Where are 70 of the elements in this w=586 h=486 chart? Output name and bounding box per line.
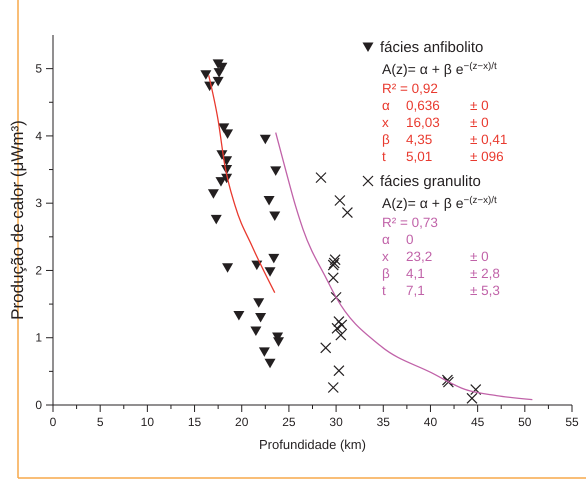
x-tick-label: 40 [424, 415, 438, 429]
x-tick-label: 5 [96, 415, 104, 429]
text: x 23,2 ± 0 [382, 249, 489, 264]
point [269, 211, 280, 221]
text: t 7,1 ± 5,3 [382, 283, 500, 298]
legend-label: fácies anfibolito [380, 39, 484, 56]
y-tick-label: 3 [35, 196, 42, 210]
point [208, 189, 219, 199]
point [334, 194, 346, 206]
point [273, 337, 284, 347]
y-tick-label: 2 [35, 263, 42, 278]
legend-label: fácies granulito [380, 173, 481, 190]
x-tick-label: 45 [470, 415, 485, 429]
text: α 0,636 ± 0 [382, 98, 489, 113]
x-tick-label: 50 [518, 415, 532, 429]
text: β 4,35 ± 0,41 [382, 132, 508, 147]
x-tick-label: 35 [376, 415, 390, 429]
y-tick-label: 1 [35, 330, 42, 345]
y-tick-label: 4 [35, 128, 42, 143]
x-tick-label: 25 [282, 415, 296, 429]
point [331, 322, 343, 334]
point [233, 311, 244, 321]
point [336, 319, 348, 331]
y-tick-label: 0 [35, 398, 42, 412]
point [258, 347, 270, 357]
point [328, 382, 339, 394]
point [333, 365, 345, 376]
point [212, 76, 224, 86]
point [268, 254, 280, 264]
x-tick-label: 0 [50, 415, 57, 429]
x-tick-label: 20 [235, 415, 249, 429]
point [222, 263, 234, 273]
point [260, 134, 271, 144]
point [320, 342, 332, 354]
point [335, 329, 346, 341]
point [342, 207, 354, 218]
point [222, 129, 234, 139]
point [200, 70, 212, 80]
point [264, 358, 276, 368]
point [315, 172, 327, 184]
text: β 4,1 ± 2,8 [382, 266, 500, 281]
point [255, 313, 266, 323]
point [250, 326, 262, 336]
annotation: R² = 0,92 [382, 81, 438, 96]
point [330, 254, 341, 266]
point [466, 392, 478, 404]
point [328, 272, 339, 284]
point [264, 267, 276, 277]
point [210, 214, 222, 224]
x-axis-title: Profundidade (km) [259, 437, 366, 452]
x-tick-label: 55 [565, 415, 579, 429]
x-tick-label: 15 [188, 415, 202, 429]
line-series [275, 132, 534, 400]
y-tick-label: 5 [35, 62, 42, 76]
point [470, 384, 482, 396]
y-axis-title: Produção de calor (μWm³) [8, 120, 27, 320]
point [270, 166, 282, 176]
annotation: A(z)= α + β e$^{−(z−x)/t}$ [382, 194, 497, 211]
point [214, 68, 225, 78]
x-tick-label: 10 [140, 415, 154, 429]
point [264, 196, 275, 206]
annotation: A(z)= α + β e$^{−(z−x)/t}$ [382, 60, 497, 77]
text: x 16,03 ± 0 [382, 115, 489, 130]
annotation: R² = 0,73 [382, 215, 438, 230]
point [333, 316, 345, 328]
point [330, 292, 342, 303]
text: t 5,01 ± 096 [382, 149, 504, 164]
point [253, 298, 264, 308]
x-tick-label: 30 [329, 415, 344, 429]
annotation: α 0 [382, 232, 414, 247]
